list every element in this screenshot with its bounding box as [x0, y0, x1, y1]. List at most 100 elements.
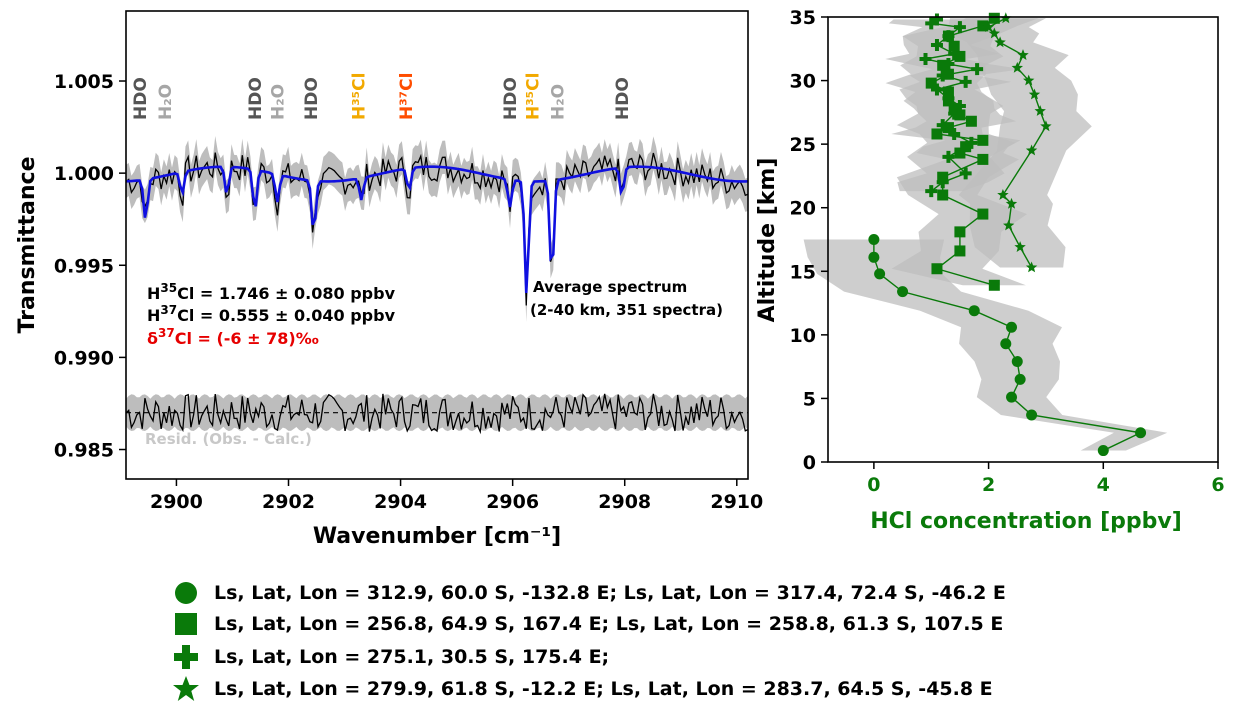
x-tick-label: 2902 — [262, 491, 315, 513]
profile-line-star — [987, 17, 1047, 268]
data-point-plus — [930, 13, 943, 26]
data-point-circle — [968, 305, 980, 317]
data-point-square — [977, 208, 989, 220]
legend-item-star: Ls, Lat, Lon = 279.9, 61.8 S, -12.2 E; L… — [170, 674, 993, 704]
data-point-star — [1040, 120, 1052, 132]
data-point-plus — [919, 52, 932, 65]
profile-plot-frame — [827, 16, 1219, 463]
plus-marker-icon — [174, 645, 198, 669]
y-tick-label: 0.995 — [54, 255, 114, 277]
line-label-hdo: HDO — [302, 77, 322, 120]
spectrum-plot-frame — [125, 10, 749, 480]
line-label-h35cl: H³⁵Cl — [523, 73, 543, 120]
y-tick-label: 25 — [790, 134, 816, 156]
data-point-star — [1034, 105, 1046, 116]
delta37-label: δ37Cl = (-6 ± 78)‰ — [147, 326, 319, 348]
data-point-star — [1003, 219, 1015, 231]
data-point-square — [942, 122, 954, 134]
data-point-plus — [965, 136, 978, 149]
data-point-square — [954, 226, 966, 238]
data-point-circle — [1006, 391, 1018, 403]
data-point-square — [977, 134, 989, 146]
data-point-circle — [1011, 356, 1023, 368]
data-point-square — [977, 153, 989, 165]
data-point-circle — [1026, 409, 1038, 421]
data-point-plus — [942, 58, 955, 71]
residual-line — [125, 393, 749, 435]
y-tick-label: 0.990 — [54, 347, 114, 369]
line-label-h35cl: H³⁵Cl — [350, 73, 370, 120]
x-tick-label: 6 — [1211, 474, 1224, 496]
y-tick-label: 0 — [803, 452, 816, 474]
data-point-star — [1017, 49, 1029, 60]
data-point-square — [942, 86, 954, 98]
x-tick-label: 4 — [1097, 474, 1110, 496]
data-point-square — [954, 50, 966, 62]
data-point-plus — [948, 47, 961, 60]
x-tick-label: 0 — [867, 474, 880, 496]
x-tick-label: 2906 — [486, 491, 539, 513]
data-point-star — [1023, 74, 1035, 86]
data-point-square — [931, 263, 943, 275]
data-point-plus — [925, 185, 938, 198]
data-point-plus — [936, 176, 949, 189]
profile-y-axis: 0 5 10 15 20 25 30 35 — [790, 7, 828, 474]
data-point-plus — [930, 83, 943, 96]
data-point-plus — [936, 119, 949, 132]
square-marker-icon — [175, 613, 197, 635]
data-point-square — [965, 115, 977, 127]
data-point-square — [937, 189, 949, 201]
data-point-star — [1011, 61, 1023, 73]
data-point-star — [997, 189, 1009, 200]
data-point-plus — [936, 69, 949, 82]
data-point-square — [948, 40, 960, 52]
data-point-plus — [948, 107, 961, 120]
data-point-star — [1028, 88, 1041, 100]
x-tick-label: 2908 — [598, 491, 651, 513]
profile-band-star — [948, 18, 1092, 268]
x-tick-label: 2904 — [374, 491, 427, 513]
data-point-circle — [1006, 321, 1018, 333]
x-tick-label: 2910 — [710, 491, 763, 513]
data-point-star — [982, 21, 995, 32]
data-point-circle — [874, 268, 886, 280]
profile-series — [868, 12, 1147, 457]
data-point-circle — [1097, 445, 1109, 457]
profile-x-axis-label: HCl concentration [ppbv] — [870, 509, 1182, 534]
y-tick-label: 35 — [790, 7, 816, 29]
spectrum-y-axis-label: Transmittance — [15, 156, 40, 333]
spectrum-panel: HDO H₂O HDO H₂O HDO H³⁵Cl H³⁷Cl HDO H³⁵Cl H₂O HDO … — [15, 10, 763, 549]
legend-item-plus: Ls, Lat, Lon = 275.1, 30.5 S, 175.4 E; — [170, 642, 609, 672]
profile-x-axis: 0 2 4 6 — [867, 462, 1225, 496]
circle-marker-icon — [175, 582, 197, 604]
y-tick-label: 15 — [790, 261, 816, 283]
spectrum-y-axis: 0.985 0.990 0.995 1.000 1.005 — [54, 71, 126, 462]
h37-label: H37Cl = 0.555 ± 0.040 ppbv — [147, 303, 396, 325]
data-point-star — [1014, 241, 1026, 252]
data-point-star — [1025, 261, 1038, 273]
legend-text: Ls, Lat, Lon = 312.9, 60.0 S, -132.8 E; … — [214, 582, 1006, 604]
y-tick-label: 0.985 — [54, 440, 114, 462]
h35-label: H35Cl = 1.746 ± 0.080 ppbv — [147, 281, 396, 303]
data-point-plus — [948, 127, 961, 140]
data-point-circle — [1014, 373, 1026, 385]
data-point-plus — [925, 17, 938, 30]
data-point-star — [994, 36, 1006, 48]
data-point-square — [931, 128, 943, 140]
data-point-circle — [1000, 338, 1012, 350]
data-point-plus — [953, 21, 966, 34]
legend-text: Ls, Lat, Lon = 279.9, 61.8 S, -12.2 E; L… — [214, 678, 993, 700]
y-tick-label: 30 — [790, 71, 816, 93]
data-point-plus — [959, 167, 972, 180]
profile-line-plus — [925, 18, 978, 192]
data-point-circle — [868, 234, 880, 245]
legend-item-square: Ls, Lat, Lon = 256.8, 64.9 S, 167.4 E; L… — [170, 609, 1003, 639]
average-spectrum-label: Average spectrum — [533, 278, 687, 296]
line-identification-labels: HDO H₂O HDO H₂O HDO H³⁵Cl H³⁷Cl HDO H³⁵Cl H₂O HDO — [131, 73, 633, 120]
x-tick-label: 2 — [982, 474, 995, 496]
data-point-star — [1005, 197, 1018, 209]
line-label-hdo: HDO — [131, 77, 151, 120]
data-point-square — [925, 77, 937, 89]
line-label-hdo: HDO — [246, 77, 266, 120]
